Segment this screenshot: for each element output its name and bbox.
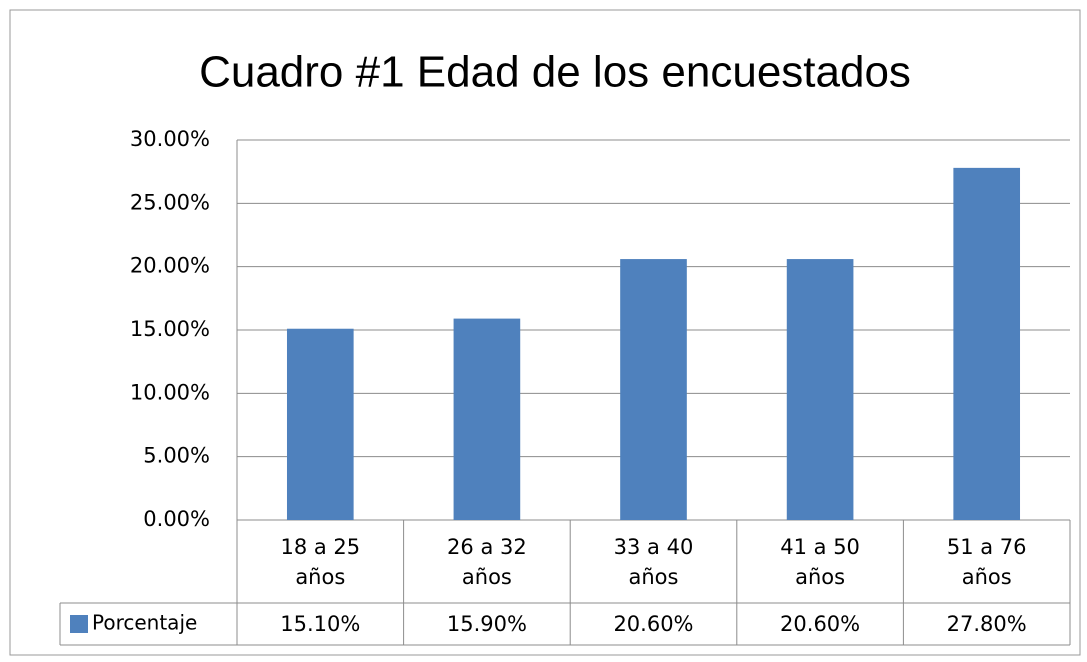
legend-label: Porcentaje <box>92 611 197 635</box>
x-tick-label: 41 a 50 años <box>737 520 904 603</box>
table-value-text: 27.80% <box>946 612 1027 636</box>
table-value-text: 15.90% <box>446 612 527 636</box>
bar <box>453 318 521 520</box>
bar <box>953 167 1021 520</box>
y-tick-label: 25.00% <box>130 190 210 214</box>
y-tick-label: 0.00% <box>143 507 210 531</box>
table-value-text: 20.60% <box>780 612 861 636</box>
legend-key <box>70 615 88 633</box>
x-tick-label-text: 51 a 76 años <box>946 534 1027 589</box>
chart-border <box>9 9 1081 656</box>
table-value-text: 15.10% <box>280 612 361 636</box>
y-tick-label: 10.00% <box>130 380 210 404</box>
x-tick-label-text: 41 a 50 años <box>780 534 860 589</box>
x-tick-label-text: 26 a 32 años <box>447 534 527 589</box>
table-value: 20.60% <box>570 603 737 645</box>
table-value: 15.10% <box>237 603 404 645</box>
chart-title: Cuadro #1 Edad de los encuestados <box>199 48 911 97</box>
x-tick-label: 18 a 25 años <box>237 520 404 603</box>
x-tick-label: 33 a 40 años <box>570 520 737 603</box>
table-value-text: 20.60% <box>613 612 694 636</box>
y-tick-label: 30.00% <box>130 127 210 151</box>
x-tick-label: 26 a 32 años <box>404 520 571 603</box>
x-tick-label-text: 33 a 40 años <box>613 534 694 589</box>
bar <box>786 259 854 520</box>
y-tick-label: 20.00% <box>130 254 210 278</box>
table-value: 15.90% <box>404 603 571 645</box>
bar <box>286 328 354 520</box>
x-tick-label: 51 a 76 años <box>903 520 1070 603</box>
y-tick-label: 5.00% <box>143 444 210 468</box>
y-tick-label: 15.00% <box>130 317 210 341</box>
x-tick-label-text: 18 a 25 años <box>280 534 361 589</box>
table-value: 27.80% <box>903 603 1070 645</box>
table-value: 20.60% <box>737 603 904 645</box>
bar <box>620 259 687 520</box>
